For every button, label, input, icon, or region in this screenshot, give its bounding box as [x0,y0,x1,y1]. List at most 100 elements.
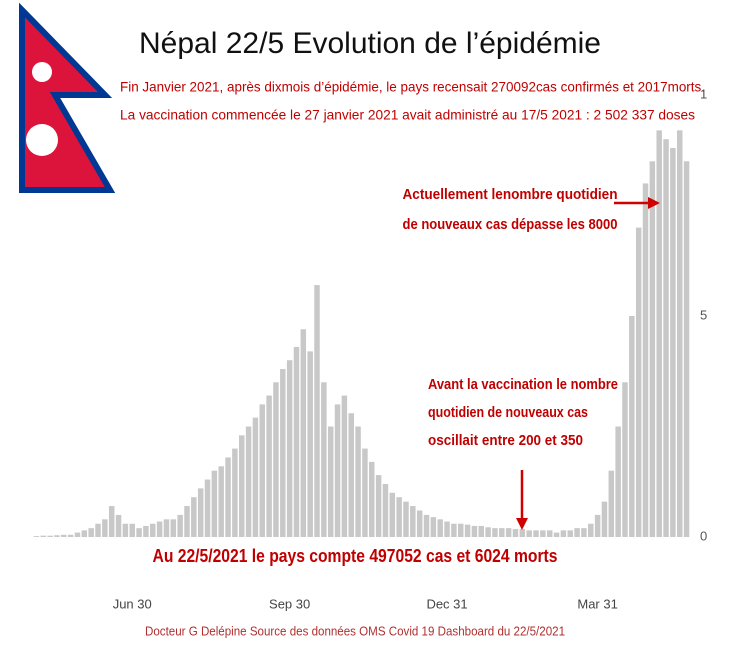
bar [136,528,142,537]
x-tick-label: Mar 31 [577,596,617,611]
bar [416,510,423,537]
bar [170,519,177,537]
summary: Au 22/5/2021 le pays compte 497052 cas e… [153,546,558,566]
bar [519,529,526,537]
bar [95,523,101,537]
bar [143,525,149,537]
bar [197,488,204,537]
bar [108,506,115,537]
bar [156,521,163,537]
bar [232,448,238,537]
bar [245,426,252,537]
bar [211,470,218,537]
bar [574,528,580,537]
bar [629,316,635,537]
bar [471,525,478,537]
bar [464,524,471,537]
arrows [516,197,660,530]
annotation: Actuellement lenombre quotidien [403,186,618,203]
bar [286,360,293,537]
bar [430,517,437,537]
bar [423,514,430,537]
bar [485,527,491,537]
bar [437,519,443,537]
bar [40,535,47,537]
bar [567,530,573,537]
subtitle: Fin Janvier 2021, après dixmois d’épidém… [120,79,705,95]
annotation: Avant la vaccination le nombre [428,376,618,393]
bar [451,523,457,537]
bar [334,404,341,537]
bar [204,479,211,537]
bar [348,413,354,537]
bar [33,536,40,537]
source: Docteur G Delépine Source des données OM… [145,623,565,638]
bar [444,521,450,537]
y-tick-label: 1 [700,86,707,101]
bar [88,528,94,537]
bar [327,426,334,537]
bar [505,528,512,537]
bar [191,497,197,537]
bar [259,404,266,537]
bar [594,514,601,537]
bar [252,417,259,537]
x-tick-label: Dec 31 [426,596,467,611]
subtitle: La vaccination commencée le 27 janvier 2… [120,107,695,123]
x-tick-label: Jun 30 [113,596,152,611]
bar [362,448,368,537]
bar [293,346,300,537]
bar [369,461,375,537]
bar [150,523,156,537]
bar [396,497,402,537]
y-tick-label: 5 [700,307,707,322]
bar [656,130,662,538]
bar [553,532,560,537]
bar [560,530,567,537]
bar [676,130,683,538]
bar [663,139,669,537]
bar [177,514,183,537]
annotation: de nouveaux cas dépasse les 8000 [403,216,618,233]
annotation: quotidien de nouveaux cas [428,404,588,421]
bar [341,395,348,537]
bar [67,534,74,537]
bar [608,470,615,537]
bar [499,528,505,537]
bar [492,528,498,537]
bar [273,382,279,537]
bar [581,528,587,537]
bar [129,523,135,537]
bar [74,532,81,537]
bar [382,483,389,537]
bar [238,435,245,537]
bar [457,523,464,537]
bar [355,426,361,537]
bar [115,514,122,537]
bar [642,183,649,537]
annotation: oscillait entre 200 et 350 [428,432,583,449]
bar [403,501,409,537]
bar [389,492,396,537]
bar [615,426,621,537]
bar [122,523,129,537]
bar [163,519,170,537]
bar [670,148,676,538]
bar [61,534,67,537]
bar [225,457,231,537]
bar [321,382,327,537]
bar [300,329,307,537]
bar [266,395,272,537]
nepal-flag [19,2,116,193]
bar [81,530,88,537]
bar [540,530,546,537]
bar [307,351,313,537]
chart-title: Népal 22/5 Evolution de l’épidémie [139,27,601,60]
bar [102,519,108,537]
bar [635,227,642,537]
bar [601,501,608,537]
bar [314,285,320,537]
bar [546,530,553,537]
bar [649,161,656,538]
